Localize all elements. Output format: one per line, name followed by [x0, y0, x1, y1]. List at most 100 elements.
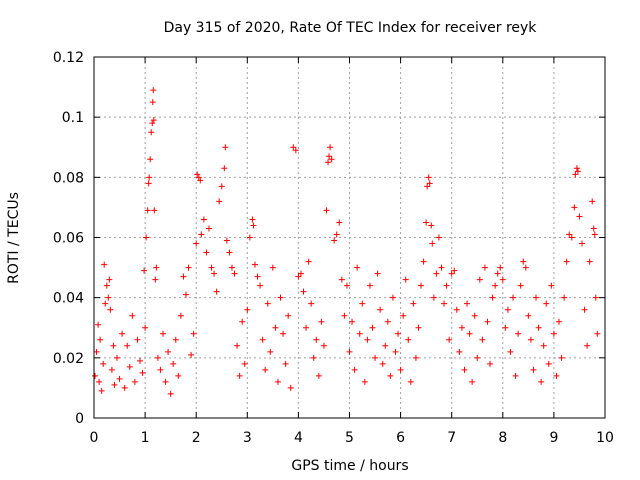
x-tick-label: 2 [192, 430, 201, 446]
x-tick-label: 6 [396, 430, 405, 446]
data-point [515, 330, 522, 337]
x-tick-label: 3 [243, 430, 252, 446]
data-point [469, 378, 476, 385]
data-point [98, 387, 105, 394]
data-point [113, 354, 120, 361]
data-point [502, 324, 509, 331]
data-point [579, 240, 586, 247]
data-point [354, 264, 361, 271]
data-point [584, 342, 591, 349]
data-point [172, 336, 179, 343]
data-point [106, 276, 113, 283]
data-point [364, 336, 371, 343]
data-point [216, 198, 223, 205]
data-point [129, 312, 136, 319]
data-point [259, 336, 266, 343]
data-point [195, 174, 202, 181]
data-point [300, 288, 307, 295]
data-point [143, 234, 150, 241]
data-point [466, 330, 473, 337]
data-point [338, 276, 345, 283]
data-point [182, 291, 189, 298]
data-point [221, 165, 228, 172]
data-point [157, 366, 164, 373]
data-point [507, 348, 514, 355]
data-point [576, 213, 583, 220]
data-point [327, 144, 334, 151]
data-point [194, 171, 201, 178]
data-point [146, 174, 153, 181]
data-point [359, 300, 366, 307]
data-point [489, 294, 496, 301]
data-point [193, 240, 200, 247]
data-point [574, 168, 581, 175]
data-point [441, 300, 448, 307]
data-point [152, 276, 159, 283]
data-point [251, 261, 258, 268]
data-point [356, 330, 363, 337]
data-point [150, 87, 157, 94]
y-tick-label: 0 [75, 411, 84, 427]
data-point [96, 378, 103, 385]
data-point [308, 300, 315, 307]
data-point [154, 354, 161, 361]
data-point [573, 165, 580, 172]
data-point [108, 366, 115, 373]
data-point [303, 324, 310, 331]
data-point [558, 354, 565, 361]
data-point [110, 342, 117, 349]
data-point [456, 348, 463, 355]
data-point [246, 234, 253, 241]
data-point [424, 183, 431, 190]
data-point [481, 264, 488, 271]
data-point [264, 300, 271, 307]
x-tick-label: 7 [447, 430, 456, 446]
data-point [200, 216, 207, 223]
data-point [119, 330, 126, 337]
data-point [228, 264, 235, 271]
data-point [262, 366, 269, 373]
data-point [149, 120, 156, 127]
data-point [433, 270, 440, 277]
data-point [203, 249, 210, 256]
data-point [177, 312, 184, 319]
data-point [346, 348, 353, 355]
data-point [594, 330, 601, 337]
y-axis-label: ROTI / TECUs [6, 192, 22, 284]
data-point [95, 321, 102, 328]
y-tick-label: 0.08 [53, 170, 84, 186]
data-point [492, 282, 499, 289]
data-point [349, 318, 356, 325]
data-point [453, 306, 460, 313]
data-point [563, 258, 570, 265]
data-point [430, 294, 437, 301]
data-point [553, 372, 560, 379]
data-point [366, 282, 373, 289]
data-point [418, 282, 425, 289]
data-point [527, 336, 534, 343]
data-point [568, 234, 575, 241]
data-point [497, 264, 504, 271]
data-point [351, 366, 358, 373]
data-point [451, 267, 458, 274]
data-point [257, 282, 264, 289]
data-point [361, 378, 368, 385]
data-point [149, 99, 156, 106]
data-point [241, 360, 248, 367]
data-point [290, 144, 297, 151]
data-point [159, 330, 166, 337]
data-point [479, 336, 486, 343]
data-point [389, 294, 396, 301]
data-point [239, 318, 246, 325]
data-point [244, 306, 251, 313]
data-point [425, 174, 432, 181]
data-point [326, 153, 333, 160]
data-point [504, 306, 511, 313]
data-point [126, 363, 133, 370]
data-point [484, 318, 491, 325]
data-point [494, 270, 501, 277]
data-point [134, 336, 141, 343]
x-tick-label: 0 [90, 430, 99, 446]
data-point [517, 282, 524, 289]
data-point [100, 360, 107, 367]
